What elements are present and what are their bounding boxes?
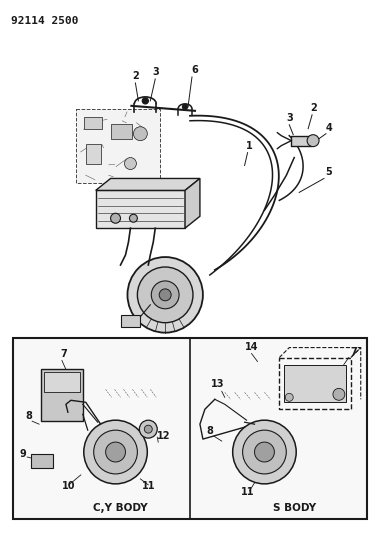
Bar: [76, 109, 160, 183]
Circle shape: [94, 430, 137, 474]
Text: 2: 2: [311, 103, 318, 113]
Text: 13: 13: [211, 379, 224, 390]
Text: 92114 2500: 92114 2500: [11, 17, 79, 26]
Text: 12: 12: [157, 431, 170, 441]
Bar: [96, 190, 185, 228]
Bar: [291, 136, 311, 146]
Circle shape: [333, 389, 345, 400]
Circle shape: [130, 214, 137, 222]
Circle shape: [106, 442, 125, 462]
Text: 8: 8: [207, 426, 213, 436]
Text: S BODY: S BODY: [273, 503, 316, 513]
Circle shape: [285, 393, 293, 401]
Text: 4: 4: [326, 123, 332, 133]
Bar: [86, 144, 101, 164]
Text: 9: 9: [20, 449, 27, 459]
Text: 8: 8: [26, 411, 33, 421]
Text: 7: 7: [61, 349, 67, 359]
Text: C,Y BODY: C,Y BODY: [93, 503, 148, 513]
Text: 7: 7: [351, 346, 357, 357]
Text: 3: 3: [286, 113, 293, 123]
Bar: [44, 373, 80, 392]
Circle shape: [159, 289, 171, 301]
Bar: [111, 124, 132, 139]
Circle shape: [255, 442, 274, 462]
Circle shape: [84, 420, 147, 484]
Circle shape: [243, 430, 286, 474]
Text: 11: 11: [141, 481, 155, 491]
Text: 5: 5: [326, 167, 332, 177]
Circle shape: [124, 158, 136, 169]
Circle shape: [233, 420, 296, 484]
Text: 2: 2: [132, 71, 139, 81]
Circle shape: [111, 213, 121, 223]
Text: 10: 10: [62, 481, 76, 491]
Bar: [279, 358, 351, 409]
Bar: [41, 369, 83, 421]
Bar: [121, 315, 140, 327]
Text: 3: 3: [152, 67, 159, 77]
Bar: [284, 366, 346, 402]
Bar: [84, 117, 102, 129]
Text: 14: 14: [245, 342, 258, 352]
Circle shape: [139, 420, 157, 438]
Text: 11: 11: [241, 487, 254, 497]
Circle shape: [133, 127, 147, 141]
Bar: [31, 454, 53, 468]
Circle shape: [127, 257, 203, 333]
Circle shape: [143, 98, 148, 104]
Polygon shape: [96, 179, 200, 190]
Circle shape: [144, 425, 152, 433]
Bar: [13, 337, 367, 519]
Text: 6: 6: [192, 65, 198, 75]
Circle shape: [151, 281, 179, 309]
Text: 1: 1: [246, 141, 253, 151]
Circle shape: [307, 135, 319, 147]
Circle shape: [183, 104, 188, 109]
Polygon shape: [185, 179, 200, 228]
Circle shape: [137, 267, 193, 322]
